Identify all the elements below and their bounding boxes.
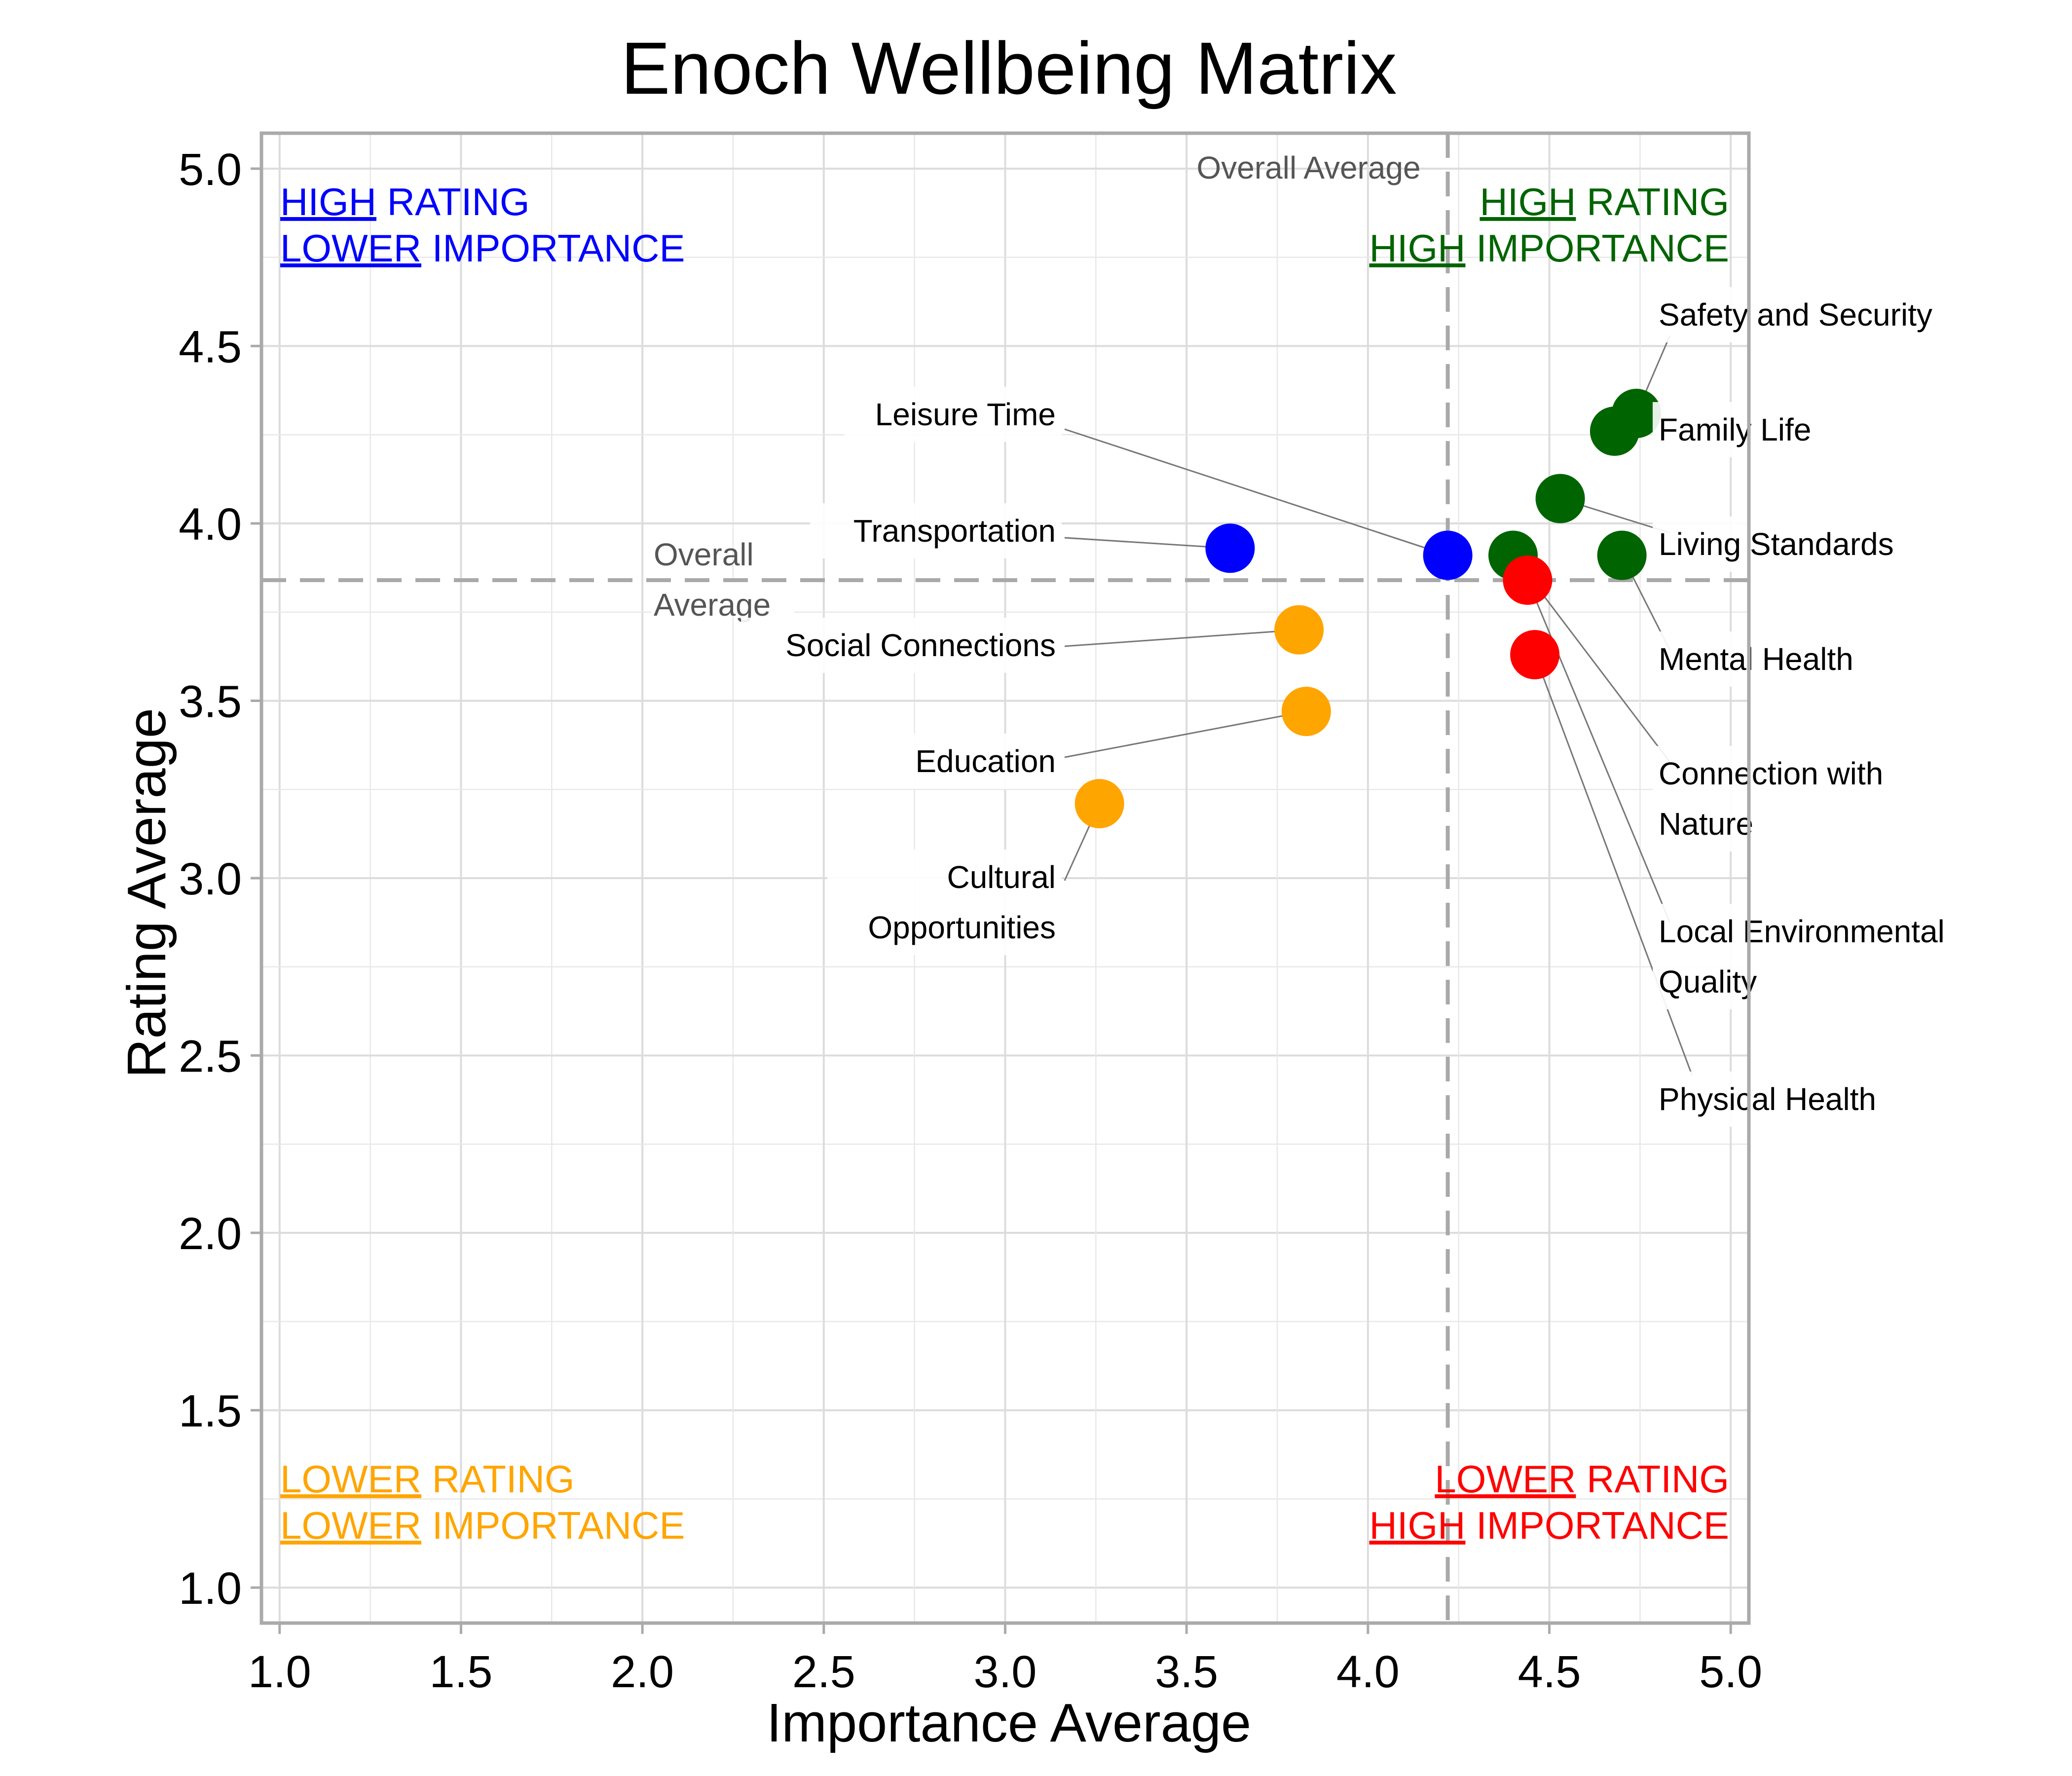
point-label-background [741, 618, 1062, 673]
y-tick-label: 3.5 [179, 676, 242, 727]
point-label: Transportation [853, 513, 1056, 549]
quadrant-label-rest: IMPORTANCE [421, 1504, 685, 1547]
x-tick-label: 3.5 [1155, 1647, 1218, 1697]
quadrant-label-rest: RATING [1576, 180, 1729, 223]
point-label: Cultural [947, 859, 1056, 895]
quadrant-label-top-right: HIGH RATING [1480, 180, 1729, 223]
data-point [1590, 407, 1639, 456]
point-labels: Safety and Security Family Life Living Sta… [741, 287, 1991, 1127]
point-label: Safety and Security [1659, 297, 1932, 333]
label-connector [1064, 710, 1307, 758]
overall-average-label-background [651, 582, 794, 617]
point-label: Living Standards [1659, 526, 1894, 562]
point-label-background [1653, 402, 1852, 457]
label-connector [1064, 629, 1299, 647]
quadrant-label-underlined-word: HIGH [1369, 226, 1466, 270]
quadrant-label-bottom-left: LOWER IMPORTANCE [280, 1504, 685, 1547]
data-point [1281, 687, 1331, 737]
point-label: Physical Health [1659, 1081, 1876, 1117]
label-connector [1064, 537, 1230, 549]
data-point [1205, 523, 1255, 573]
y-tick-label: 3.0 [179, 854, 242, 904]
y-tick-label: 1.0 [179, 1563, 242, 1614]
quadrant-label-rest: RATING [421, 1457, 575, 1501]
point-label-background [1653, 517, 1939, 572]
quadrant-label-rest: RATING [376, 180, 530, 223]
data-point [1503, 555, 1553, 605]
data-point [1510, 630, 1560, 679]
label-connector [1534, 654, 1693, 1076]
point-label-background [896, 734, 1062, 789]
quadrant-label-underlined-word: LOWER [280, 1504, 421, 1547]
x-tick-label: 3.0 [974, 1647, 1037, 1697]
y-tick-label: 5.0 [179, 145, 242, 195]
data-points [1074, 389, 1662, 828]
quadrant-label-top-left: LOWER IMPORTANCE [280, 226, 685, 270]
axis-ticks: 1.0 1.5 2.0 2.5 3.0 3.5 4.0 4.5 5.0 1.0 1.5 2.0 2.5 3… [179, 145, 1762, 1697]
quadrant-label-underlined-word: HIGH [1480, 180, 1576, 223]
x-tick-label: 1.5 [429, 1647, 492, 1697]
quadrant-label-rest: IMPORTANCE [421, 226, 685, 270]
data-point [1423, 530, 1473, 580]
x-tick-label: 4.0 [1336, 1647, 1400, 1697]
quadrant-label-rest: IMPORTANCE [1466, 1504, 1730, 1547]
point-label-background [845, 387, 1062, 442]
x-tick-label: 5.0 [1699, 1647, 1762, 1697]
quadrant-label-bottom-right: LOWER RATING [1435, 1457, 1729, 1501]
point-label: Family Life [1659, 412, 1811, 447]
quadrant-label-bottom-left: LOWER RATING [280, 1457, 575, 1501]
point-label-background [1653, 631, 1887, 687]
point-label-background [1653, 287, 1991, 342]
point-label-background [827, 850, 1062, 955]
point-label: Social Connections [785, 628, 1056, 663]
point-label-background [810, 503, 1062, 558]
y-tick-label: 1.5 [179, 1386, 242, 1437]
quadrant-label-bottom-right: HIGH IMPORTANCE [1369, 1504, 1730, 1547]
point-label: Quality [1659, 964, 1757, 999]
point-label: Connection with [1659, 756, 1883, 791]
data-point [1274, 605, 1324, 655]
quadrant-label-top-right: HIGH IMPORTANCE [1369, 226, 1730, 270]
overall-average-lines: Overall Average Overall Average [261, 133, 1749, 1623]
quadrant-label-underlined-word: LOWER [1435, 1457, 1576, 1501]
x-axis-title: Importance Average [767, 1693, 1251, 1753]
y-tick-label: 2.5 [179, 1032, 242, 1082]
data-point [1074, 779, 1124, 828]
y-tick-label: 4.5 [179, 322, 242, 372]
quadrant-label-underlined-word: LOWER [280, 1457, 421, 1501]
point-label: Mental Health [1659, 641, 1853, 677]
point-label-background [1653, 904, 1991, 1009]
x-tick-label: 1.0 [248, 1647, 311, 1697]
overall-average-label-vertical: Overall Average [1196, 150, 1420, 185]
y-axis-title: Rating Average [116, 708, 177, 1078]
point-label: Opportunities [868, 910, 1056, 945]
point-label-background [1653, 1072, 1922, 1127]
x-tick-label: 2.0 [611, 1647, 674, 1697]
y-tick-label: 2.0 [179, 1209, 242, 1259]
x-tick-label: 2.5 [792, 1647, 855, 1697]
data-point [1597, 530, 1647, 580]
data-point [1535, 474, 1585, 523]
overall-average-label-horizontal: Average [654, 587, 771, 623]
quadrant-label-underlined-word: LOWER [280, 226, 421, 270]
point-label: Local Environmental [1659, 914, 1945, 949]
x-tick-label: 4.5 [1518, 1647, 1581, 1697]
quadrant-label-top-left: HIGH RATING [280, 180, 530, 223]
quadrant-label-underlined-word: HIGH [1369, 1504, 1466, 1547]
point-label-background [1653, 746, 1922, 851]
quadrant-label-underlined-word: HIGH [280, 180, 376, 223]
quadrant-label-rest: RATING [1576, 1457, 1729, 1501]
point-label: Nature [1659, 806, 1753, 842]
overall-average-label-horizontal: Overall [654, 537, 754, 572]
point-label: Education [915, 743, 1056, 779]
chart-title: Enoch Wellbeing Matrix [621, 27, 1397, 110]
quadrant-label-rest: IMPORTANCE [1466, 226, 1730, 270]
label-connector [1064, 428, 1448, 556]
point-label: Leisure Time [875, 397, 1056, 432]
y-tick-label: 4.0 [179, 499, 242, 550]
